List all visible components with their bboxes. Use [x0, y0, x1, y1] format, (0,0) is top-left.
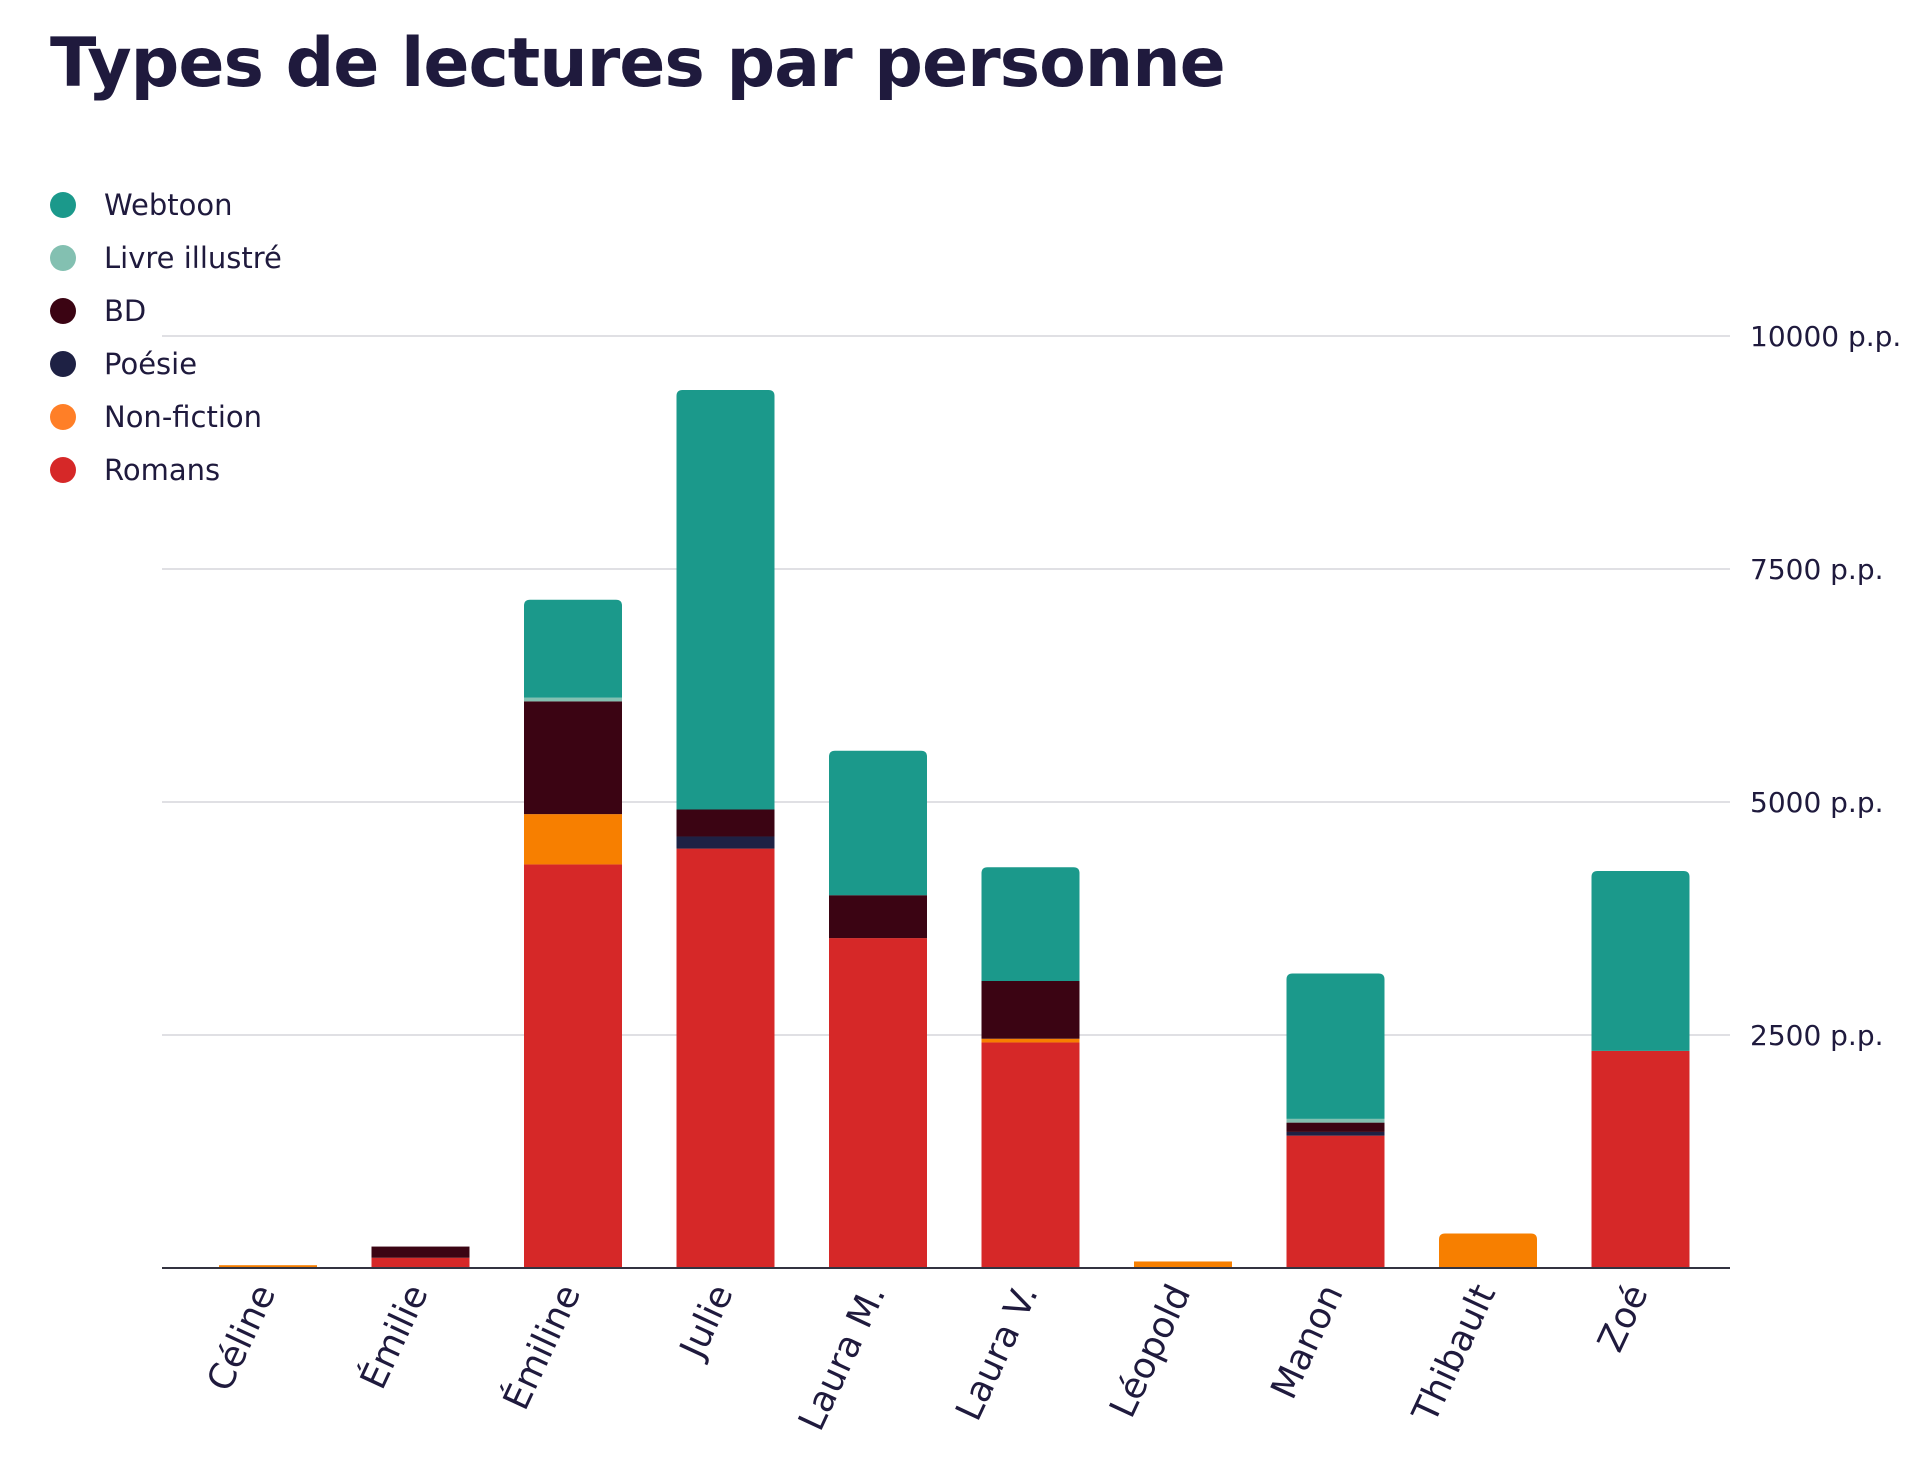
bar-emiline-livre-illustre — [524, 697, 622, 702]
bar-emiline-webtoon — [524, 599, 622, 698]
bars — [219, 390, 1690, 1268]
y-tick-label: 5000 p.p. — [1750, 786, 1884, 819]
x-tick-label: Céline — [200, 1278, 285, 1397]
legend-swatch — [50, 297, 76, 324]
chart-title: Types de lectures par personne — [50, 24, 1226, 103]
y-tick-label: 10000 p.p. — [1750, 320, 1901, 353]
x-tick-label: Julie — [672, 1278, 742, 1366]
bar-laura-m-webtoon — [829, 750, 927, 896]
legend-item-non-fiction: Non-fiction — [50, 390, 282, 443]
chart-legend: Webtoon Livre illustré BD Poésie Non-fiction… — [50, 178, 282, 496]
x-tick-label: Thibault — [1405, 1278, 1505, 1429]
bar-julie-bd — [676, 809, 775, 837]
bar-laura-v-bd — [981, 980, 1080, 1039]
legend-item-romans: Romans — [50, 443, 282, 496]
bar-thibault-non-fiction — [1439, 1233, 1537, 1268]
legend-item-poesie: Poésie — [50, 337, 282, 390]
legend-swatch — [50, 403, 76, 430]
bar-emilie-bd — [371, 1246, 470, 1258]
x-tick-label: Émilie — [352, 1278, 437, 1395]
bar-julie-romans — [676, 848, 775, 1268]
bar-manon-romans — [1286, 1135, 1385, 1268]
legend-label: Webtoon — [104, 187, 233, 222]
bar-laura-v-romans — [981, 1042, 1080, 1268]
bar-zoe-webtoon — [1591, 870, 1690, 1051]
legend-swatch — [50, 191, 76, 218]
legend-item-bd: BD — [50, 284, 282, 337]
legend-swatch — [50, 244, 76, 271]
legend-label: BD — [104, 293, 147, 328]
x-tick-label: Émiline — [495, 1278, 589, 1416]
legend-swatch — [50, 456, 76, 483]
bar-celine-non-fiction — [219, 1265, 317, 1268]
bar-laura-v-non-fiction — [981, 1038, 1080, 1043]
bar-laura-v-webtoon — [981, 867, 1080, 981]
bar-laura-m-bd — [829, 895, 927, 939]
legend-swatch — [50, 350, 76, 377]
legend-item-livre-illustre: Livre illustré — [50, 231, 282, 284]
y-tick-label: 7500 p.p. — [1750, 553, 1884, 586]
gridlines — [162, 335, 1730, 1036]
bar-zoe-romans — [1591, 1050, 1690, 1268]
x-tick-label: Manon — [1263, 1278, 1351, 1405]
legend-item-webtoon: Webtoon — [50, 178, 282, 231]
bar-manon-poesie — [1286, 1131, 1385, 1136]
legend-label: Livre illustré — [104, 240, 282, 275]
legend-label: Poésie — [104, 346, 198, 381]
bar-julie-webtoon — [676, 390, 775, 810]
bar-emiline-bd — [524, 701, 622, 815]
bar-emiline-romans — [524, 864, 622, 1268]
x-tick-label: Zoé — [1590, 1278, 1656, 1358]
bar-leopold-non-fiction — [1134, 1261, 1232, 1268]
bar-manon-livre-illustre — [1286, 1118, 1385, 1123]
x-tick-label: Laura V. — [948, 1278, 1046, 1426]
legend-label: Romans — [104, 452, 221, 487]
bar-emiline-non-fiction — [524, 814, 622, 865]
bar-julie-poesie — [676, 836, 775, 849]
legend-label: Non-fiction — [104, 399, 263, 434]
x-tick-label: Laura M. — [791, 1278, 894, 1436]
bar-manon-bd — [1286, 1122, 1385, 1132]
bar-emilie-romans — [371, 1257, 470, 1268]
bar-manon-webtoon — [1286, 973, 1385, 1119]
bar-laura-m-romans — [829, 938, 927, 1268]
x-tick-label: Léopold — [1102, 1278, 1199, 1423]
y-tick-label: 2500 p.p. — [1750, 1019, 1884, 1052]
